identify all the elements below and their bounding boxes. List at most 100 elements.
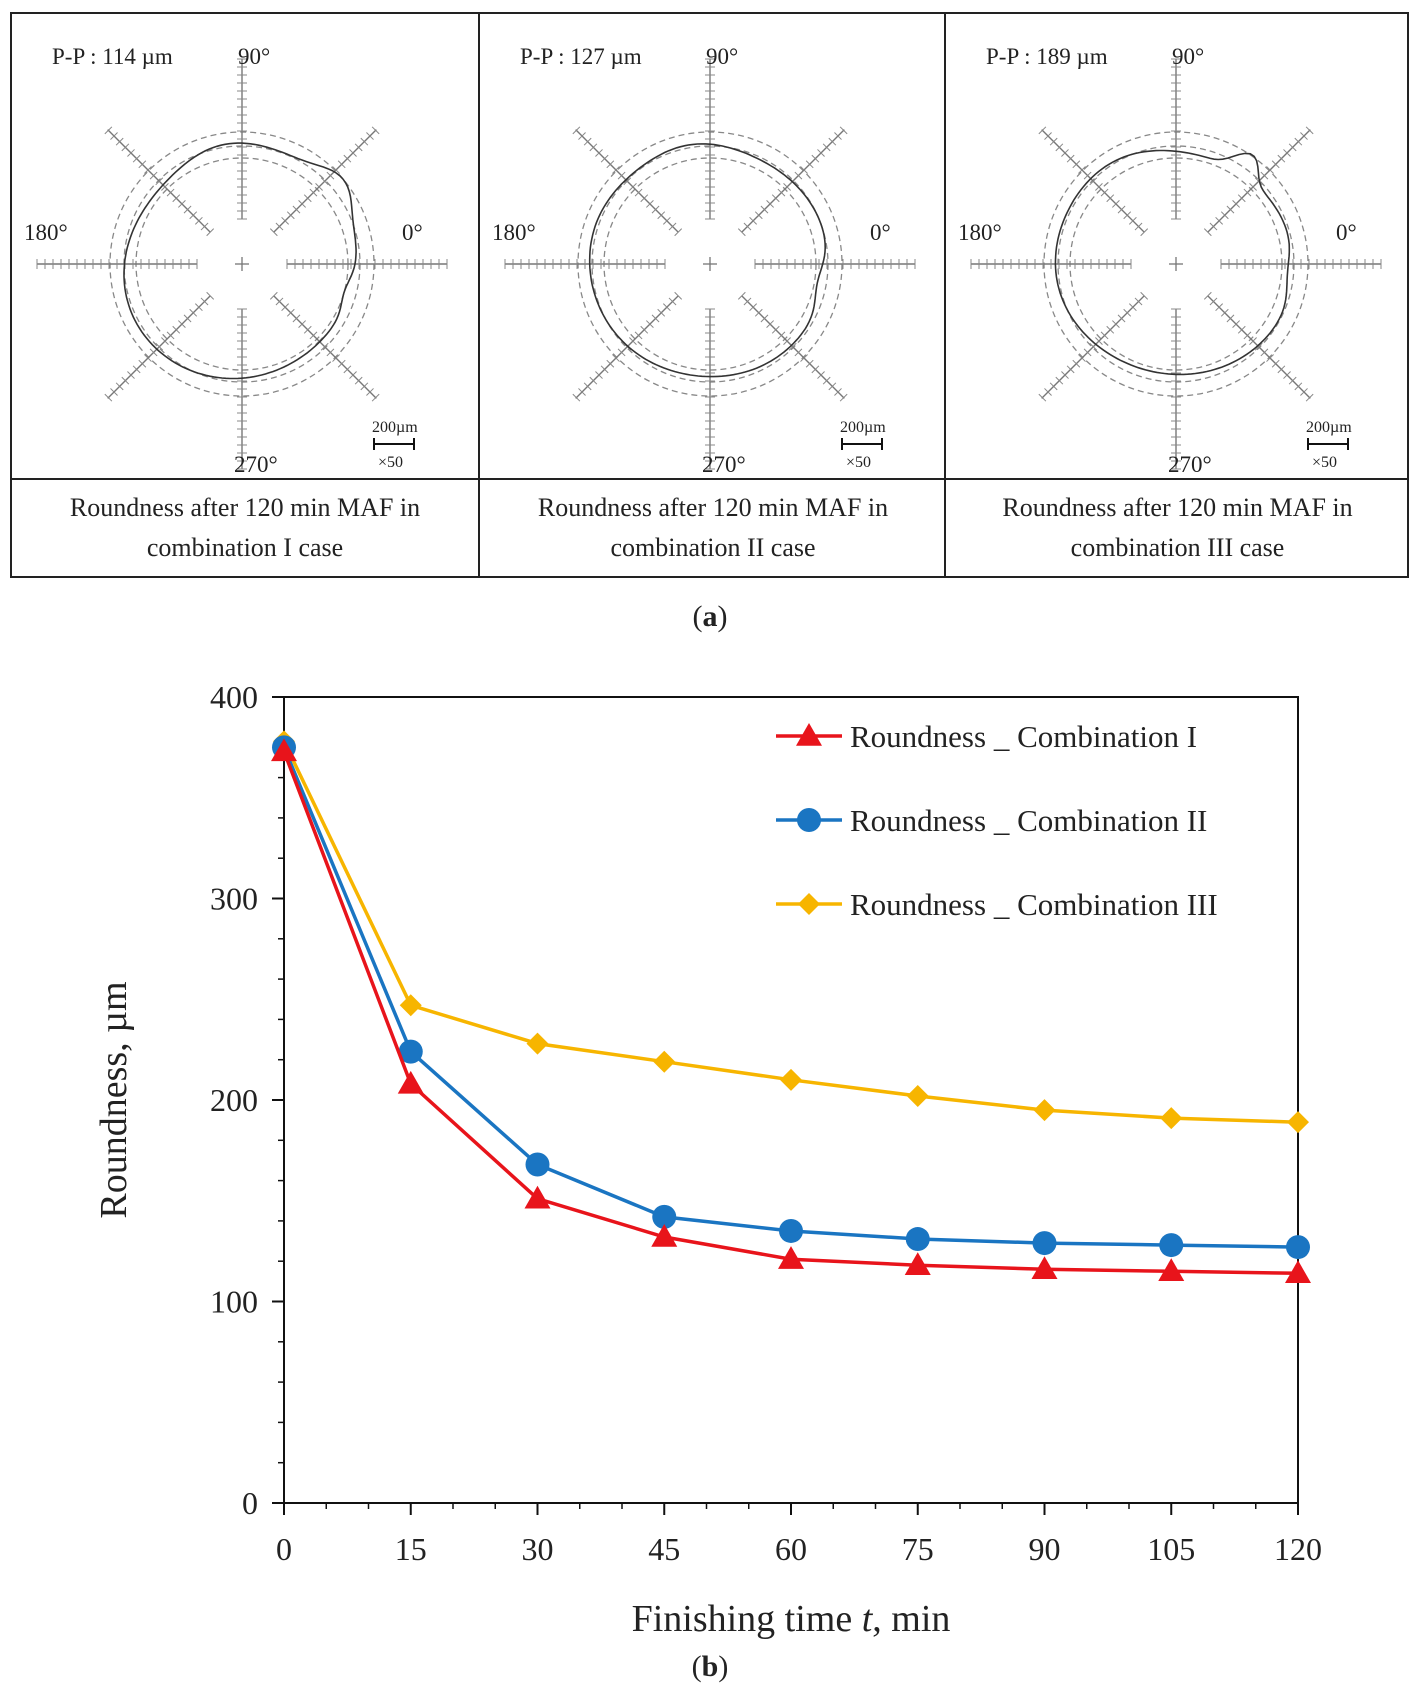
data-point bbox=[525, 1152, 550, 1177]
spoke-tick bbox=[811, 365, 820, 374]
spoke-tick bbox=[1117, 205, 1126, 214]
data-point bbox=[1033, 1099, 1056, 1122]
spoke-tick bbox=[1055, 376, 1064, 385]
data-point bbox=[652, 1204, 677, 1229]
spoke-tick bbox=[1123, 308, 1132, 317]
measured-profile bbox=[123, 142, 357, 380]
spoke-tick bbox=[1220, 308, 1229, 317]
spoke-tick bbox=[315, 183, 323, 191]
spoke-tick bbox=[777, 331, 786, 340]
spoke-tick bbox=[822, 143, 831, 152]
spoke-tick bbox=[1117, 314, 1126, 323]
spoke-tick bbox=[1232, 320, 1240, 328]
x-tick-label: 30 bbox=[522, 1531, 554, 1567]
data-point bbox=[904, 1252, 931, 1275]
spoke-tick bbox=[155, 177, 164, 186]
polar-plot-group bbox=[970, 58, 1382, 470]
legend-entry-3: Roundness _ Combination III bbox=[776, 887, 1218, 922]
spoke-tick bbox=[354, 376, 363, 385]
spoke-tick bbox=[149, 171, 158, 180]
spoke-tick bbox=[646, 200, 654, 208]
spoke-tick bbox=[138, 359, 147, 368]
spoke-tick bbox=[354, 143, 363, 152]
spoke-tick bbox=[189, 211, 198, 220]
spoke-tick bbox=[600, 365, 609, 374]
spoke-tick bbox=[178, 200, 186, 208]
spoke-tick bbox=[674, 291, 683, 300]
spoke-tick bbox=[1061, 149, 1069, 157]
data-point bbox=[1032, 1231, 1057, 1256]
spoke-tick bbox=[161, 337, 169, 345]
spoke-tick bbox=[138, 160, 147, 169]
caption-line2-3: combination III case bbox=[1070, 533, 1285, 562]
spoke-tick bbox=[595, 371, 603, 379]
x-tick-label: 15 bbox=[395, 1531, 427, 1567]
spoke-tick bbox=[1283, 149, 1291, 157]
spoke-tick bbox=[286, 308, 295, 317]
spoke-tick bbox=[275, 297, 284, 306]
x-tick-label: 105 bbox=[1147, 1531, 1195, 1567]
spoke-tick bbox=[1277, 365, 1286, 374]
legend-marker bbox=[797, 808, 821, 832]
spoke-tick bbox=[161, 183, 169, 191]
spoke-tick bbox=[794, 348, 803, 357]
spoke-tick bbox=[589, 376, 598, 385]
spoke-tick bbox=[1237, 325, 1246, 334]
spoke-tick bbox=[1038, 126, 1047, 135]
caption-line1-1: Roundness after 120 min MAF in bbox=[69, 493, 421, 522]
spoke-tick bbox=[800, 166, 808, 174]
spoke-tick bbox=[606, 160, 615, 169]
angle-270-2: 270° bbox=[702, 452, 746, 477]
spoke-tick bbox=[743, 222, 752, 231]
spoke-tick bbox=[366, 132, 374, 140]
spoke-tick bbox=[1283, 371, 1291, 379]
spoke-tick bbox=[275, 222, 284, 231]
spoke-tick bbox=[115, 137, 124, 146]
spoke-tick bbox=[298, 200, 306, 208]
data-point bbox=[1160, 1107, 1183, 1130]
spoke-tick bbox=[183, 205, 192, 214]
spoke-tick bbox=[1055, 143, 1064, 152]
spoke-tick bbox=[132, 365, 141, 374]
spoke-tick bbox=[1140, 291, 1149, 300]
spoke-tick bbox=[1066, 154, 1075, 163]
spoke-3 bbox=[107, 129, 211, 233]
data-point bbox=[1031, 1256, 1058, 1280]
angle-90-2: 90° bbox=[706, 44, 739, 69]
spoke-tick bbox=[1095, 337, 1103, 345]
spoke-tick bbox=[760, 314, 769, 323]
angle-0-2: 0° bbox=[870, 220, 891, 245]
angle-270-3: 270° bbox=[1168, 452, 1212, 477]
spoke-tick bbox=[828, 382, 837, 391]
angle-0-1: 0° bbox=[402, 220, 423, 245]
y-tick-label: 0 bbox=[242, 1485, 258, 1521]
spoke-tick bbox=[332, 354, 340, 362]
spoke-tick bbox=[206, 228, 215, 237]
spoke-tick bbox=[206, 291, 215, 300]
spoke-tick bbox=[1100, 331, 1109, 340]
x-axis-title: Finishing time t, min bbox=[632, 1598, 951, 1640]
spoke-tick bbox=[657, 308, 666, 317]
spoke-tick bbox=[269, 228, 278, 237]
spoke-tick bbox=[1078, 166, 1086, 174]
data-point bbox=[1287, 1111, 1309, 1134]
spoke-tick bbox=[1277, 154, 1286, 163]
spoke-tick bbox=[771, 194, 780, 203]
spoke-tick bbox=[1083, 171, 1092, 180]
spoke-tick bbox=[1232, 200, 1240, 208]
spoke-tick bbox=[634, 188, 643, 197]
data-point bbox=[399, 994, 422, 1017]
spoke-tick bbox=[800, 354, 808, 362]
spoke-tick bbox=[839, 393, 848, 402]
pp-value-1: P-P : 114 µm bbox=[52, 44, 173, 69]
spoke-tick bbox=[595, 149, 603, 157]
x-tick-label: 75 bbox=[902, 1531, 934, 1567]
spoke-tick bbox=[583, 137, 592, 146]
data-point bbox=[780, 1068, 802, 1091]
caption-cell-1: Roundness after 120 min MAF in combinatio… bbox=[12, 478, 478, 576]
y-tick-label: 200 bbox=[210, 1082, 258, 1118]
y-tick-label: 300 bbox=[210, 881, 258, 917]
spoke-tick bbox=[1288, 143, 1297, 152]
spoke-tick bbox=[617, 171, 626, 180]
caption-line1-3: Roundness after 120 min MAF in bbox=[1002, 493, 1353, 522]
